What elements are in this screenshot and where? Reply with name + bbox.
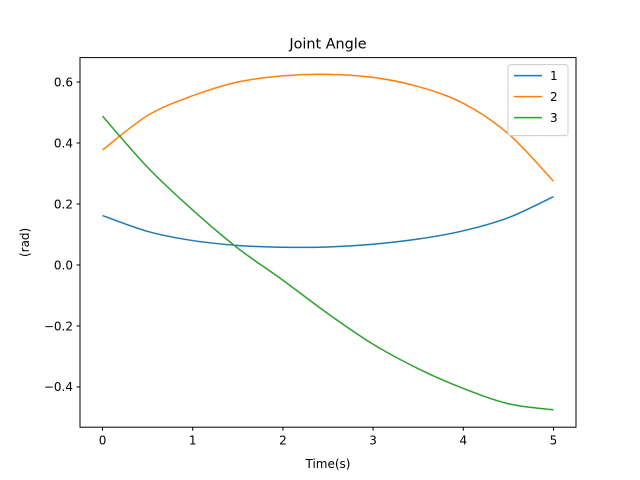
y-tick-label: 0.2: [54, 197, 73, 211]
x-tick-label: 3: [369, 434, 377, 448]
y-tick-label: 0.6: [54, 75, 73, 89]
series-line-3: [101, 115, 554, 411]
legend-label-2: 2: [550, 90, 558, 104]
legend-label-1: 1: [550, 69, 558, 83]
y-tick-label: 0.4: [54, 136, 73, 150]
plot-area: [101, 73, 554, 411]
x-tick-label: 5: [550, 434, 558, 448]
x-tick-label: 0: [99, 434, 107, 448]
y-tick-label: 0.0: [54, 258, 73, 272]
x-tick-label: 1: [189, 434, 197, 448]
x-tick-label: 2: [279, 434, 287, 448]
x-axis: 0 1 2 3 4 5: [99, 427, 558, 448]
x-axis-label: Time(s): [305, 457, 351, 471]
series-line-1: [102, 195, 554, 249]
axes-frame: [79, 57, 577, 428]
y-axis-label: (rad): [18, 228, 32, 257]
chart-title: Joint Angle: [288, 37, 366, 53]
x-tick-label: 4: [459, 434, 467, 448]
legend-label-3: 3: [550, 111, 558, 125]
legend: 1 2 3: [507, 64, 569, 137]
y-tick-label: −0.4: [44, 380, 73, 394]
series-line-2: [102, 73, 554, 182]
y-tick-label: −0.2: [44, 319, 73, 333]
y-axis: −0.4 −0.2 0.0 0.2 0.4 0.6: [44, 75, 80, 394]
